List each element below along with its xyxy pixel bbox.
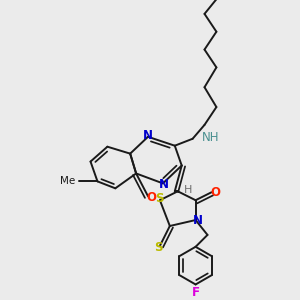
- Text: N: N: [159, 178, 169, 191]
- Text: Me: Me: [60, 176, 76, 186]
- Text: O: O: [146, 191, 156, 204]
- Text: S: S: [154, 241, 162, 254]
- Text: NH: NH: [202, 131, 219, 144]
- Text: H: H: [184, 185, 192, 195]
- Text: N: N: [143, 129, 153, 142]
- Text: O: O: [210, 186, 220, 199]
- Text: N: N: [193, 214, 202, 226]
- Text: F: F: [192, 286, 200, 299]
- Text: S: S: [155, 192, 163, 205]
